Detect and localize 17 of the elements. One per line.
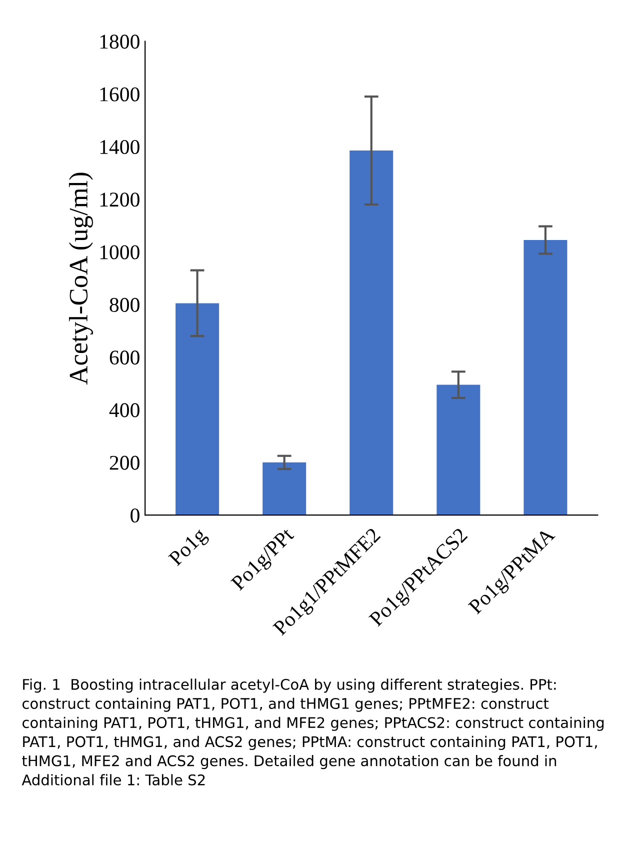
y-tick-label: 600 xyxy=(110,350,140,365)
caption: Fig. 1 Boosting intracellular acetyl-CoA by using different strategies. PPt: construct containing PAT1, POT1, and tHMG1 genes; PPtMFE2: construct containing PAT1, POT1, tHMG1, and MFE2 genes; PPtACS2: construct containing PAT1, POT1, tHMG1, and ACS2 genes; PPtMA: construct containing PAT1, POT1, tHMG1, MFE2 and ACS2 genes. Detailed gene annotation can be found in Additional file 1: Table S2 xyxy=(22,678,604,786)
bar xyxy=(524,240,568,516)
y-tick-label: 800 xyxy=(110,298,140,312)
y-tick-label: 400 xyxy=(109,403,140,418)
y-axis-title: Acetyl-CoA (ug/ml) xyxy=(68,172,93,385)
y-tick-label: 0 xyxy=(130,508,140,523)
bar xyxy=(436,384,480,516)
y-tick-label: 1000 xyxy=(100,245,140,260)
y-tick-label: 200 xyxy=(110,456,140,470)
y-tick-label: 1600 xyxy=(100,87,140,102)
bar xyxy=(176,303,220,516)
y-tick-label: 1400 xyxy=(100,140,140,154)
bar xyxy=(350,150,394,516)
y-tick-label: 1200 xyxy=(100,192,140,207)
y-tick-label: 1800 xyxy=(100,34,140,49)
bar xyxy=(262,462,306,516)
